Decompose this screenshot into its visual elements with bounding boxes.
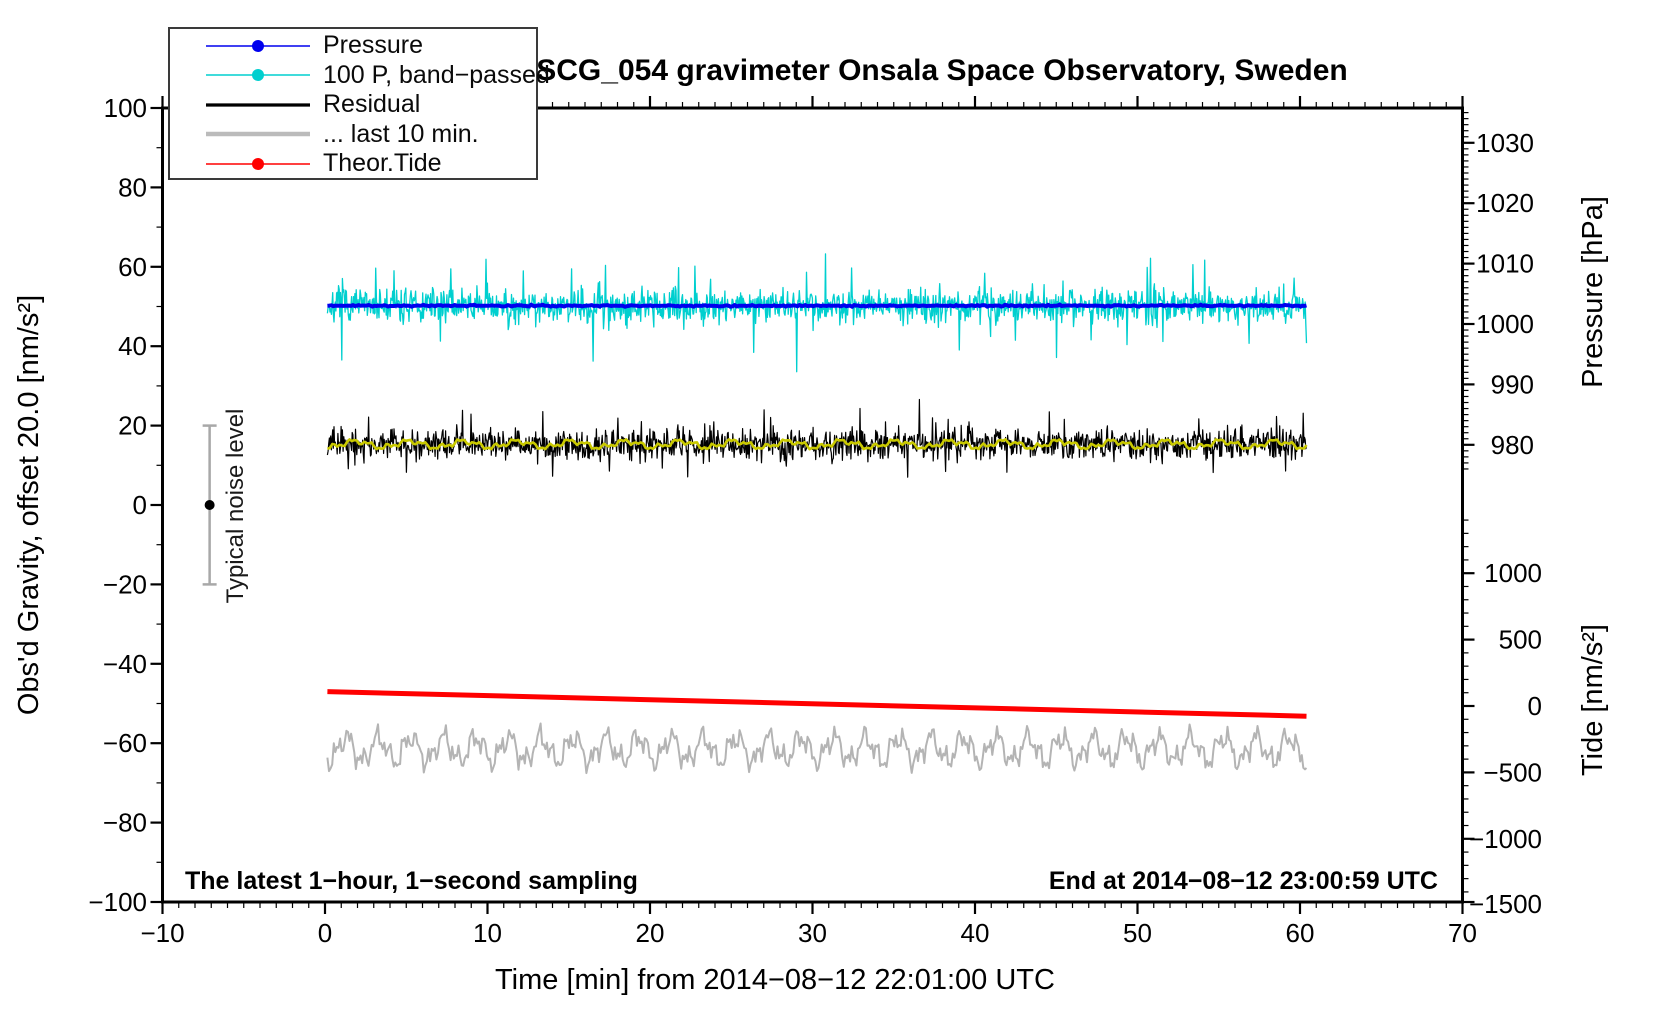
gravity-tick-label: 20 [118, 411, 147, 441]
pressure-tick-label: 1010 [1476, 249, 1534, 279]
x-tick-label: 40 [961, 918, 990, 948]
legend-item-theor-tide: Theor.Tide [170, 149, 536, 179]
frame-rect [161, 106, 1464, 904]
gravity-tick-label: −100 [88, 887, 147, 917]
annotations: SCG_054 gravimeter Onsala Space Observat… [13, 54, 1609, 996]
data-series [202, 253, 1308, 775]
tide-tick-label: −500 [1483, 757, 1542, 787]
gravity-tick-label: 80 [118, 172, 147, 202]
legend-label: 100 P, band−passed [323, 60, 550, 89]
x-tick-label: 30 [798, 918, 827, 948]
noise-center-dot [204, 500, 215, 510]
series-pressure [327, 302, 1307, 309]
pressure-tick-label: 980 [1491, 430, 1534, 460]
gravity-tick-label: 0 [133, 490, 147, 520]
x-tick-label: 0 [318, 918, 332, 948]
gravity-tick-label: 100 [104, 93, 147, 123]
legend-item-100-p-band-passed: 100 P, band−passed [170, 61, 550, 91]
tide-tick-label: −1500 [1469, 889, 1542, 919]
legend: Pressure 100 P, band−passed Residual... la… [168, 27, 550, 180]
legend-sample-100-p-band-passed [206, 69, 310, 82]
tide-tick-label: 1000 [1484, 558, 1542, 588]
x-tick-label: 60 [1286, 918, 1315, 948]
legend-sample-pressure [206, 39, 310, 52]
x-tick-label: 10 [473, 918, 502, 948]
legend-label: Residual [323, 90, 421, 119]
plot-frame [161, 106, 1464, 904]
noise-level-indicator [202, 424, 217, 586]
noise-level-label: Typical noise level [222, 409, 249, 604]
end-time-note: End at 2014−08−12 23:00:59 UTC [1049, 867, 1438, 895]
axis-ticks: −10 0 10 20 30 40 50 60 70100806040200−20−40−60−… [88, 93, 1542, 948]
legend-marker-dot [252, 69, 264, 82]
legend-sample-last-10-min [206, 132, 310, 137]
legend-label: Theor.Tide [323, 149, 442, 178]
gravity-tick-label: 40 [118, 331, 147, 361]
pressure-tick-label: 1020 [1476, 188, 1534, 218]
legend-label: ... last 10 min. [323, 119, 479, 148]
series-theor-tide [327, 689, 1307, 719]
x-tick-label: −10 [140, 918, 184, 948]
pressure-axis-label: Pressure [hPa] [1577, 196, 1609, 388]
series-residual-smoothed [327, 437, 1308, 451]
chart-title: SCG_054 gravimeter Onsala Space Observat… [536, 54, 1348, 87]
tide-axis-label: Tide [nm/s²] [1577, 624, 1609, 776]
legend-label: Pressure [323, 31, 424, 60]
x-tick-label: 20 [636, 918, 665, 948]
gravity-tick-label: 60 [118, 252, 147, 282]
series-100-p-band-passed [326, 253, 1308, 373]
legend-sample-theor-tide [206, 157, 310, 170]
legend-marker-dot [252, 39, 264, 52]
pressure-tick-label: 990 [1491, 369, 1534, 399]
y-left-axis-label: Obs'd Gravity, offset 20.0 [nm/s²] [13, 295, 45, 715]
tide-tick-label: 500 [1499, 625, 1542, 655]
gravity-tick-label: −80 [103, 808, 147, 838]
gravity-tick-label: −20 [103, 569, 147, 599]
gravity-tick-label: −40 [103, 649, 147, 679]
pressure-tick-label: 1030 [1476, 128, 1534, 158]
tide-tick-label: −1000 [1469, 824, 1542, 854]
legend-item-last-10-min: ... last 10 min. [170, 120, 536, 150]
x-tick-label: 50 [1123, 918, 1152, 948]
legend-item-pressure: Pressure [170, 31, 536, 61]
legend-item-residual: Residual [170, 90, 536, 120]
x-tick-label: 70 [1448, 918, 1477, 948]
legend-sample-residual [206, 103, 310, 107]
x-axis-label: Time [min] from 2014−08−12 22:01:00 UTC [495, 964, 1055, 996]
legend-marker-dot [252, 157, 264, 170]
sampling-note: The latest 1−hour, 1−second sampling [185, 867, 638, 895]
series-last-10-min [326, 722, 1308, 775]
pressure-tick-label: 1000 [1476, 309, 1534, 339]
tide-tick-label: 0 [1528, 691, 1542, 721]
gravity-tick-label: −60 [103, 728, 147, 758]
series-residual [326, 398, 1308, 478]
